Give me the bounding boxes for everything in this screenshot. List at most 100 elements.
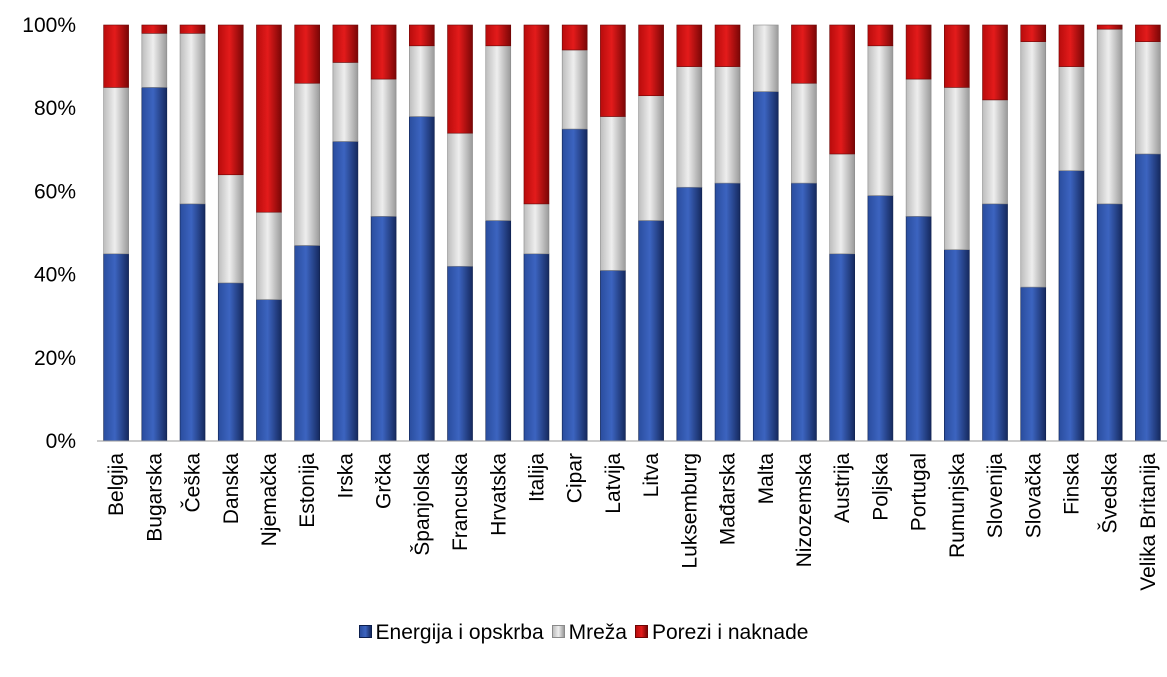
bar-segment: [370, 24, 397, 80]
bar-segment: [447, 265, 473, 442]
bar-segment: [409, 24, 435, 47]
legend-item: Mreža: [551, 621, 627, 645]
x-category-label: Španjolska: [411, 453, 434, 556]
y-axis-tick-labels: 0% 20% 40% 60% 80% 100%: [22, 14, 76, 453]
bar-segment: [905, 78, 932, 217]
bar-segment: [141, 24, 168, 34]
bar-segment: [1096, 28, 1123, 205]
x-category-label: Latvija: [602, 453, 625, 514]
bar-segment: [179, 203, 206, 442]
x-category-label: Francuska: [449, 453, 472, 551]
legend-swatch: [635, 625, 648, 638]
x-category-label: Bugarska: [143, 453, 166, 542]
bar-segment: [561, 24, 588, 51]
x-category-label: Slovenija: [984, 453, 1007, 539]
bar-segment: [791, 82, 817, 184]
bar-segment: [103, 253, 129, 442]
bar-segment: [103, 24, 129, 88]
bar-segment: [905, 216, 932, 442]
x-category-label: Finska: [1060, 453, 1083, 515]
x-category-label: Austrija: [831, 453, 854, 523]
bar-segment: [829, 253, 855, 442]
bar-segment: [752, 91, 779, 442]
bar-segment: [944, 24, 970, 88]
bar-segment: [829, 153, 855, 255]
y-tick-label: 100%: [22, 14, 76, 37]
bar-segment: [1020, 24, 1047, 42]
bar-segment: [1135, 24, 1161, 42]
bar-segment: [1135, 153, 1161, 442]
bar-segment: [867, 45, 894, 196]
bar-segment: [944, 249, 970, 442]
legend-label: Mreža: [568, 621, 627, 644]
x-category-label: Estonija: [296, 453, 319, 528]
x-category-label: Hrvatska: [487, 453, 510, 536]
bar-segment: [256, 24, 282, 213]
bar-segment: [370, 216, 397, 442]
bar-segment: [294, 82, 320, 246]
bar-segment: [638, 220, 664, 442]
bar-segment: [676, 186, 703, 442]
bar-segment: [1096, 203, 1123, 442]
bar-segment: [294, 24, 320, 84]
bar-series-group: [103, 24, 1161, 442]
bar-segment: [791, 24, 817, 84]
bar-segment: [982, 203, 1008, 442]
bar-segment: [332, 62, 359, 142]
bar-segment: [409, 45, 435, 117]
bar-segment: [905, 24, 932, 80]
bar-segment: [1058, 66, 1085, 171]
x-category-label: Danska: [220, 453, 243, 525]
legend-item: Energija i opskrba: [358, 621, 544, 645]
bar-segment: [447, 24, 473, 134]
legend-swatch: [551, 625, 565, 638]
x-category-label: Italija: [525, 453, 548, 502]
bar-segment: [179, 33, 206, 205]
y-tick-label: 0%: [46, 430, 76, 453]
legend-swatch: [358, 625, 372, 638]
bar-segment: [561, 49, 588, 130]
bar-segment: [714, 66, 741, 184]
x-category-label: Češka: [182, 453, 205, 513]
x-category-label: Cipar: [564, 453, 587, 503]
bar-segment: [867, 24, 894, 47]
bar-segment: [447, 132, 473, 267]
bar-segment: [600, 24, 626, 117]
bar-segment: [867, 195, 894, 442]
chart-legend: Energija i opskrba Mreža Porezi i naknade: [0, 621, 1167, 645]
bar-segment: [179, 24, 206, 34]
bar-segment: [944, 87, 970, 250]
bar-segment: [1058, 24, 1085, 67]
x-category-label: Njemačka: [258, 453, 281, 547]
bar-segment: [714, 182, 741, 442]
bar-segment: [141, 87, 168, 442]
x-category-label: Belgija: [105, 453, 128, 516]
bar-segment: [485, 24, 512, 47]
bar-segment: [638, 24, 664, 97]
bar-segment: [1020, 286, 1047, 442]
bar-segment: [600, 116, 626, 271]
bar-segment: [638, 95, 664, 221]
x-category-label: Poljska: [869, 453, 892, 521]
x-category-label: Velika Britanija: [1137, 453, 1160, 591]
bar-segment: [1096, 24, 1123, 30]
bar-segment: [217, 174, 244, 284]
bar-segment: [485, 220, 512, 442]
bar-segment: [294, 245, 320, 442]
y-tick-label: 60%: [34, 180, 76, 203]
x-category-label: Malta: [755, 453, 778, 505]
bar-segment: [485, 45, 512, 221]
bar-segment: [1058, 170, 1085, 442]
x-category-label: Luksemburg: [678, 453, 701, 569]
bar-segment: [217, 24, 244, 176]
bar-segment: [523, 24, 550, 205]
y-tick-label: 80%: [34, 97, 76, 120]
bar-segment: [523, 203, 550, 255]
bar-segment: [256, 299, 282, 442]
legend-label: Energija i opskrba: [375, 621, 544, 644]
x-axis-category-labels: Belgija Bugarska Češka Danska Njemačka Estoni…: [105, 453, 1160, 591]
x-category-label: Grčka: [373, 453, 396, 509]
bar-segment: [676, 66, 703, 188]
x-category-label: Švedska: [1099, 453, 1122, 534]
bar-segment: [103, 87, 129, 255]
